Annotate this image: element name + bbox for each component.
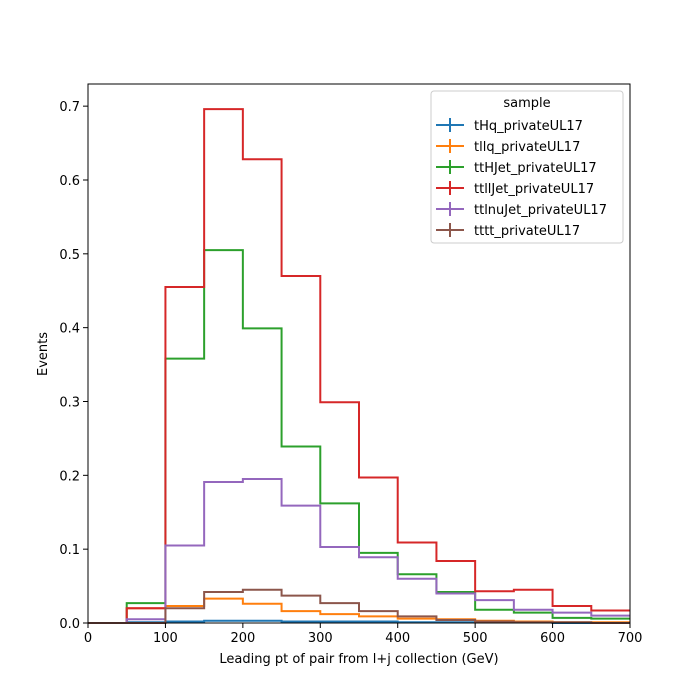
x-tick-label: 700 bbox=[618, 631, 643, 646]
y-tick-label: 0.1 bbox=[59, 543, 80, 558]
series-ttHJet_privateUL17 bbox=[88, 249, 630, 624]
series-tttt_privateUL17 bbox=[88, 588, 630, 624]
y-tick-label: 0.3 bbox=[59, 395, 80, 410]
y-tick-label: 0.7 bbox=[59, 100, 80, 115]
y-tick-label: 0.6 bbox=[59, 174, 80, 189]
legend-entry-label: ttlnuJet_privateUL17 bbox=[474, 203, 607, 218]
x-tick-label: 600 bbox=[540, 631, 565, 646]
legend-title: sample bbox=[503, 96, 550, 111]
x-axis-ticks: 0 100 200 300 400 500 600 700 bbox=[84, 623, 643, 646]
plot-frame bbox=[87, 83, 631, 624]
y-axis-label: Events bbox=[36, 332, 51, 376]
series-ttlnuJet_privateUL17 bbox=[88, 478, 630, 624]
legend-entry-label: tHq_privateUL17 bbox=[474, 119, 583, 134]
y-tick-label: 0.2 bbox=[59, 469, 80, 484]
legend-entry-label: ttHJet_privateUL17 bbox=[474, 161, 597, 176]
series-ttllJet_privateUL17 bbox=[88, 108, 630, 624]
x-tick-label: 300 bbox=[308, 631, 333, 646]
legend-entry-label: tllq_privateUL17 bbox=[474, 140, 580, 155]
legend-entry-label: tttt_privateUL17 bbox=[474, 224, 580, 239]
y-tick-label: 0.0 bbox=[59, 617, 80, 632]
x-tick-label: 100 bbox=[153, 631, 178, 646]
x-tick-label: 0 bbox=[84, 631, 92, 646]
y-tick-label: 0.5 bbox=[59, 248, 80, 263]
x-axis-label: Leading pt of pair from l+j collection (… bbox=[219, 652, 498, 667]
legend-box bbox=[430, 90, 624, 244]
series-layer bbox=[88, 108, 630, 624]
x-tick-label: 500 bbox=[463, 631, 488, 646]
y-tick-label: 0.4 bbox=[59, 322, 80, 337]
legend-entry-label: ttllJet_privateUL17 bbox=[474, 182, 594, 197]
legend: sample tHq_privateUL17 tllq_privateUL17 ttH… bbox=[430, 90, 624, 244]
x-tick-label: 400 bbox=[385, 631, 410, 646]
y-axis-ticks: 0.0 0.1 0.2 0.3 0.4 0.5 0.6 0.7 bbox=[59, 100, 88, 632]
x-tick-label: 200 bbox=[230, 631, 255, 646]
